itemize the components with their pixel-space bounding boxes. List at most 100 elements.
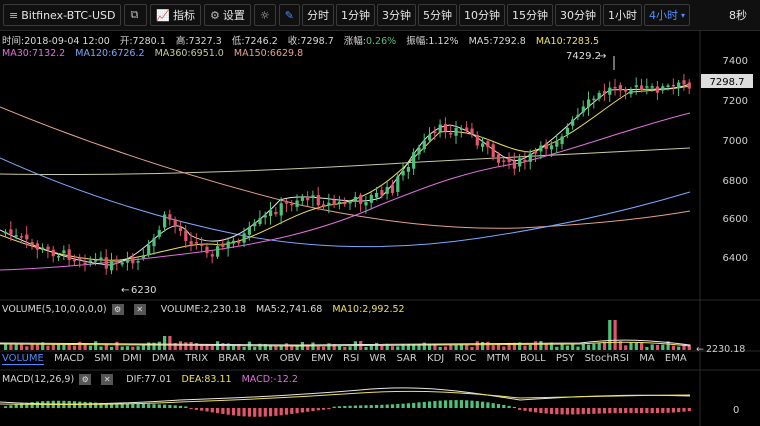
macd-bar [661,408,665,413]
macd-bar [481,401,485,408]
tab-trix[interactable]: TRIX [185,353,209,364]
candle-body [30,242,34,245]
change-label: 涨幅: [343,36,366,47]
gear-icon: ⚙ [210,8,220,22]
sun-icon: ☼ [259,8,270,22]
pair-selector[interactable]: ≡ Bitfinex-BTC-USD [3,4,122,26]
volume-bar [624,345,628,350]
macd-bar [115,403,119,408]
candle-body [470,128,474,135]
candle-body [406,167,410,172]
volume-bar [157,341,161,350]
macd-bar [422,401,426,408]
tab-wr[interactable]: WR [369,353,387,364]
macd-bar [560,408,564,415]
tab-macd[interactable]: MACD [54,353,85,364]
candle-body [247,226,251,235]
macd-bar [645,408,649,414]
macd-bar [587,408,591,415]
candle-body [359,194,363,204]
tab-ema[interactable]: EMA [664,353,687,364]
macd-header: MACD(12,26,9) ⚙ ✕ DIF:77.01 DEA:83.11 MA… [0,374,760,385]
candle-body [438,124,442,132]
macd-bar [258,408,262,417]
tab-volume[interactable]: VOLUME [2,353,44,365]
macd-dif: DIF:77.01 [126,374,172,385]
timeframe-6[interactable]: 30分钟 [555,4,602,26]
tab-vr[interactable]: VR [255,353,270,364]
volume-bar [496,343,501,350]
volume-bar [147,342,151,350]
tab-obv[interactable]: OBV [279,353,301,364]
volume-bar [284,343,289,350]
timeframe-3[interactable]: 5分钟 [418,4,458,26]
tab-mtm[interactable]: MTM [486,353,510,364]
macd-bar [194,408,198,410]
theme-button[interactable]: ☼ [253,4,276,26]
tab-dma[interactable]: DMA [151,353,175,364]
tab-roc[interactable]: ROC [454,353,477,364]
macd-bar [205,408,209,412]
candle-body [502,160,506,162]
candle-body [327,202,331,206]
info-ma30: MA30:7132.2 [2,48,66,59]
tab-stochrsi[interactable]: StochRSI [584,353,630,364]
macd-bar [343,405,347,408]
tab-emv[interactable]: EMV [311,353,333,364]
candle-body [332,200,336,205]
tab-brar[interactable]: BRAR [218,353,246,364]
fullscreen-button[interactable]: ⧉ [124,4,148,26]
macd-bar [14,404,18,408]
volume-bar [486,341,490,350]
volume-bar [465,344,469,350]
draw-button[interactable]: ✎ [278,4,301,26]
volume-ma10-line [0,341,691,347]
tab-ma[interactable]: MA [639,353,655,364]
timeframe-0[interactable]: 分时 [302,4,335,26]
candle-body [412,152,416,169]
info-change: 涨幅:0.26% [344,36,396,47]
volume-bar [380,345,384,350]
volume-bar [534,341,538,350]
macd-settings-icon[interactable]: ⚙ [79,374,92,385]
macd-bar [88,402,92,408]
tab-psy[interactable]: PSY [555,353,575,364]
volume-close-icon[interactable]: ✕ [133,304,146,315]
candle-body [645,86,649,88]
macd-bar [290,408,294,414]
macd-bar [539,408,543,414]
timeframe-5[interactable]: 15分钟 [507,4,554,26]
volume-settings-icon[interactable]: ⚙ [111,304,124,315]
tab-rsi[interactable]: RSI [343,353,360,364]
volume-params: VOLUME(5,10,0,0,0,0) [2,304,107,315]
tab-dmi[interactable]: DMI [122,353,142,364]
macd-bar [380,404,384,408]
timeframe-2[interactable]: 3分钟 [377,4,417,26]
macd-close-icon[interactable]: ✕ [101,374,114,385]
macd-bar [475,401,479,408]
tab-smi[interactable]: SMI [94,353,113,364]
timeframe-active[interactable]: 4小时 ▾ [644,4,691,26]
settings-button[interactable]: ⚙ 设置 [204,4,251,26]
volume-bar [597,343,601,350]
timeframe-4[interactable]: 10分钟 [459,4,506,26]
tab-sar[interactable]: SAR [396,353,417,364]
timeframe-7[interactable]: 1小时 [603,4,643,26]
tab-boll[interactable]: BOLL [520,353,546,364]
macd-bar [406,403,410,408]
tab-kdj[interactable]: KDJ [427,353,445,364]
candle-body [343,202,347,205]
candle-body [263,215,267,218]
candle-body [666,85,670,87]
indicators-button[interactable]: 📈 指标 [150,4,202,26]
macd-bar [512,406,516,408]
macd-bar [496,404,501,408]
settings-label: 设置 [222,9,245,22]
candle-body [115,262,119,264]
indicator-tabs: VOLUME MACD SMI DMI DMA TRIX BRAR VR OBV… [0,353,702,369]
timeframe-1[interactable]: 1分钟 [336,4,376,26]
macd-dif-line [0,387,691,405]
volume-bar [327,343,331,350]
macd-bar [263,408,267,417]
